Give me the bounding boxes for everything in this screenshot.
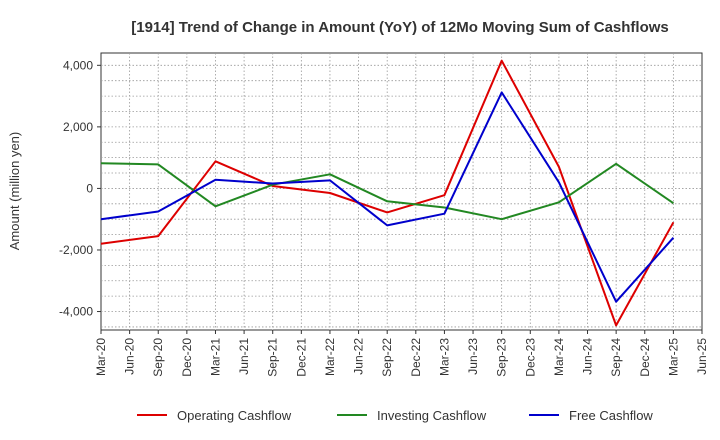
x-tick-label: Sep-23 [495,338,509,377]
series-line-operating-cashflow [100,59,675,327]
legend-label-free-cashflow: Free Cashflow [569,408,653,423]
grid-lines [101,53,702,330]
y-tick-label: 0 [86,181,93,195]
x-tick-label: Jun-22 [352,338,366,375]
legend: Operating Cashflow Investing Cashflow Free… [137,408,653,423]
x-tick-label: Sep-22 [380,338,394,377]
y-axis-label: Amount (million yen) [7,132,22,251]
x-tick-label: Jun-24 [581,338,595,375]
series-line-investing-cashflow [100,162,674,221]
y-axis: 4,000 2,000 0 -2,000 -4,000 [59,58,101,319]
x-tick-label: Mar-25 [666,338,680,376]
legend-label-investing-cashflow: Investing Cashflow [377,408,487,423]
y-tick-label: -4,000 [59,305,93,319]
x-tick-label: Dec-24 [638,338,652,377]
y-tick-label: -2,000 [59,243,93,257]
x-tick-label: Jun-21 [237,338,251,375]
x-tick-label: Sep-20 [151,338,165,377]
x-tick-label: Mar-22 [323,338,337,376]
y-tick-label: 4,000 [63,58,93,72]
x-tick-label: Dec-22 [409,338,423,377]
y-tick-label: 2,000 [63,120,93,134]
x-tick-label: Jun-23 [466,338,480,375]
x-tick-label: Dec-21 [294,338,308,377]
x-tick-label: Dec-20 [180,338,194,377]
x-tick-label: Mar-21 [208,338,222,376]
legend-label-operating-cashflow: Operating Cashflow [177,408,292,423]
x-tick-label: Dec-23 [523,338,537,377]
x-tick-label: Mar-23 [437,338,451,376]
chart-title: [1914] Trend of Change in Amount (YoY) o… [131,19,669,36]
x-axis: Mar-20 Jun-20 Sep-20 Dec-20 Mar-21 Jun-21 Sep-… [94,330,709,377]
x-tick-label: Sep-21 [266,338,280,377]
series-lines [100,59,675,327]
x-tick-label: Sep-24 [609,338,623,377]
x-tick-label: Mar-20 [94,338,108,376]
x-tick-label: Jun-25 [695,338,709,375]
series-line-free-cashflow [100,91,675,303]
x-tick-label: Mar-24 [552,338,566,376]
x-tick-label: Jun-20 [123,338,137,375]
